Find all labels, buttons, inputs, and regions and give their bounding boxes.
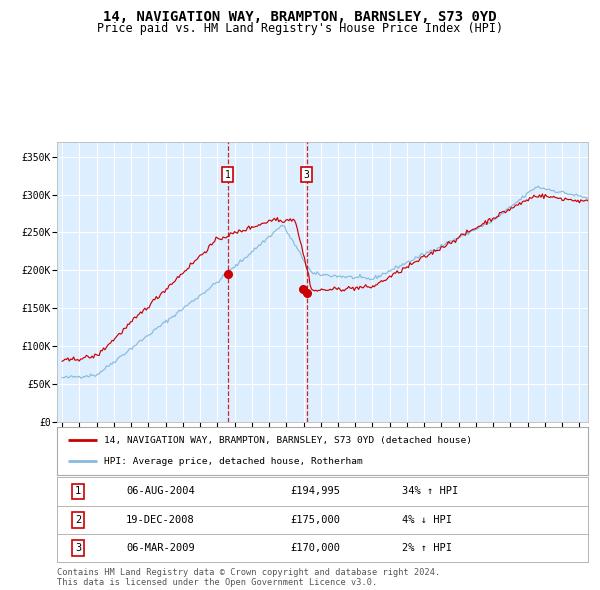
Text: £175,000: £175,000 — [290, 515, 341, 525]
Text: Price paid vs. HM Land Registry's House Price Index (HPI): Price paid vs. HM Land Registry's House … — [97, 22, 503, 35]
Text: £194,995: £194,995 — [290, 487, 341, 496]
Text: £170,000: £170,000 — [290, 543, 341, 553]
Text: 3: 3 — [304, 170, 310, 180]
Text: 3: 3 — [75, 543, 82, 553]
Text: 4% ↓ HPI: 4% ↓ HPI — [402, 515, 452, 525]
Text: 1: 1 — [224, 170, 230, 180]
Text: 2: 2 — [75, 515, 82, 525]
Text: 06-MAR-2009: 06-MAR-2009 — [126, 543, 195, 553]
Text: 14, NAVIGATION WAY, BRAMPTON, BARNSLEY, S73 0YD: 14, NAVIGATION WAY, BRAMPTON, BARNSLEY, … — [103, 9, 497, 24]
Text: 2% ↑ HPI: 2% ↑ HPI — [402, 543, 452, 553]
Text: 06-AUG-2004: 06-AUG-2004 — [126, 487, 195, 496]
Text: 34% ↑ HPI: 34% ↑ HPI — [402, 487, 458, 496]
Text: 19-DEC-2008: 19-DEC-2008 — [126, 515, 195, 525]
Text: Contains HM Land Registry data © Crown copyright and database right 2024.
This d: Contains HM Land Registry data © Crown c… — [57, 568, 440, 587]
Text: 14, NAVIGATION WAY, BRAMPTON, BARNSLEY, S73 0YD (detached house): 14, NAVIGATION WAY, BRAMPTON, BARNSLEY, … — [104, 435, 472, 445]
Text: HPI: Average price, detached house, Rotherham: HPI: Average price, detached house, Roth… — [104, 457, 362, 466]
Text: 1: 1 — [75, 487, 82, 496]
